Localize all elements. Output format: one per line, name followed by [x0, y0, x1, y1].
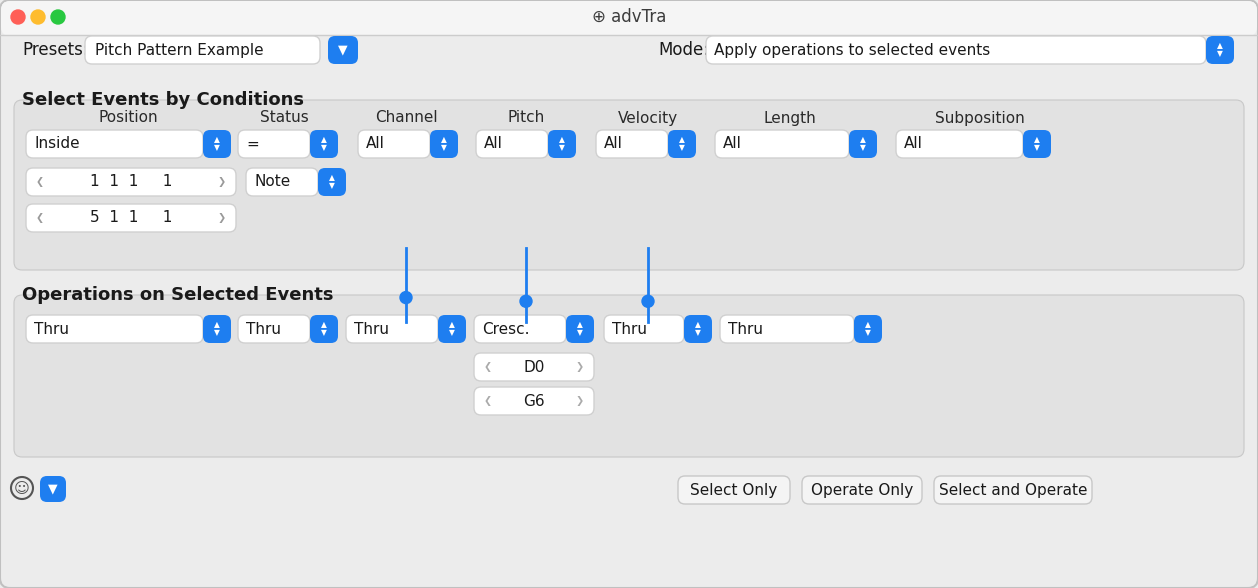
- Text: ▼: ▼: [442, 143, 447, 152]
- Text: ▲: ▲: [321, 135, 327, 145]
- Text: All: All: [366, 136, 385, 152]
- FancyBboxPatch shape: [548, 130, 576, 158]
- Text: Select and Operate: Select and Operate: [938, 483, 1087, 497]
- Text: ▲: ▲: [860, 135, 866, 145]
- Text: G6: G6: [523, 393, 545, 409]
- Text: ▼: ▼: [449, 329, 455, 338]
- Text: ▼: ▼: [860, 143, 866, 152]
- Text: Apply operations to selected events: Apply operations to selected events: [715, 42, 990, 58]
- Text: ▼: ▼: [48, 483, 58, 496]
- Text: ▼: ▼: [1034, 143, 1040, 152]
- FancyBboxPatch shape: [40, 476, 65, 502]
- Text: Select Only: Select Only: [691, 483, 777, 497]
- Text: ▲: ▲: [866, 320, 871, 329]
- Text: Mode:: Mode:: [658, 41, 710, 59]
- FancyBboxPatch shape: [430, 130, 458, 158]
- FancyBboxPatch shape: [896, 130, 1023, 158]
- FancyBboxPatch shape: [474, 315, 566, 343]
- Circle shape: [642, 295, 654, 308]
- FancyBboxPatch shape: [203, 315, 231, 343]
- Text: ▲: ▲: [442, 135, 447, 145]
- FancyBboxPatch shape: [720, 315, 854, 343]
- FancyBboxPatch shape: [26, 168, 237, 196]
- Text: ▲: ▲: [1216, 42, 1223, 51]
- Text: ❮: ❮: [484, 362, 492, 372]
- FancyBboxPatch shape: [849, 130, 877, 158]
- Text: Select Events by Conditions: Select Events by Conditions: [21, 91, 304, 109]
- FancyBboxPatch shape: [596, 130, 668, 158]
- Text: ▲: ▲: [577, 320, 582, 329]
- Text: =: =: [247, 136, 259, 152]
- Text: Thru: Thru: [34, 322, 69, 336]
- FancyBboxPatch shape: [678, 476, 790, 504]
- Text: ▲: ▲: [696, 320, 701, 329]
- FancyBboxPatch shape: [1023, 130, 1050, 158]
- Text: ▼: ▼: [577, 329, 582, 338]
- Text: ❮: ❮: [36, 177, 44, 187]
- Text: ⊕ advTra: ⊕ advTra: [591, 8, 667, 26]
- FancyBboxPatch shape: [1, 1, 1257, 36]
- Text: Thru: Thru: [728, 322, 764, 336]
- FancyBboxPatch shape: [309, 315, 338, 343]
- Text: Position: Position: [98, 111, 157, 125]
- Text: Thru: Thru: [247, 322, 281, 336]
- Text: ▲: ▲: [321, 320, 327, 329]
- Text: ❮: ❮: [36, 213, 44, 223]
- Text: ❯: ❯: [576, 396, 584, 406]
- FancyBboxPatch shape: [706, 36, 1206, 64]
- Text: Operate Only: Operate Only: [811, 483, 913, 497]
- Text: ▲: ▲: [559, 135, 565, 145]
- FancyBboxPatch shape: [346, 315, 438, 343]
- Text: Velocity: Velocity: [618, 111, 678, 125]
- FancyBboxPatch shape: [247, 168, 318, 196]
- FancyBboxPatch shape: [604, 315, 684, 343]
- Text: 1  1  1     1: 1 1 1 1: [89, 175, 172, 189]
- Text: ▼: ▼: [696, 329, 701, 338]
- FancyBboxPatch shape: [203, 130, 231, 158]
- Text: ▲: ▲: [679, 135, 684, 145]
- Text: ▼: ▼: [321, 329, 327, 338]
- Text: ▲: ▲: [1034, 135, 1040, 145]
- FancyBboxPatch shape: [238, 315, 309, 343]
- FancyBboxPatch shape: [26, 130, 203, 158]
- Text: ❮: ❮: [484, 396, 492, 406]
- Text: Thru: Thru: [353, 322, 389, 336]
- FancyBboxPatch shape: [86, 36, 320, 64]
- Text: Inside: Inside: [34, 136, 79, 152]
- Text: ▼: ▼: [214, 143, 220, 152]
- FancyBboxPatch shape: [476, 130, 548, 158]
- Text: ▲: ▲: [449, 320, 455, 329]
- Text: Cresc.: Cresc.: [482, 322, 530, 336]
- Text: 5  1  1     1: 5 1 1 1: [89, 211, 172, 226]
- Text: ❯: ❯: [576, 362, 584, 372]
- FancyBboxPatch shape: [1206, 36, 1234, 64]
- Text: All: All: [604, 136, 623, 152]
- Text: ▼: ▼: [321, 143, 327, 152]
- Text: Pitch Pattern Example: Pitch Pattern Example: [96, 42, 264, 58]
- FancyBboxPatch shape: [14, 100, 1244, 270]
- Text: ☺: ☺: [14, 480, 30, 496]
- Text: ▼: ▼: [338, 44, 347, 56]
- FancyBboxPatch shape: [854, 315, 882, 343]
- FancyBboxPatch shape: [474, 353, 594, 381]
- FancyBboxPatch shape: [238, 130, 309, 158]
- FancyBboxPatch shape: [26, 315, 203, 343]
- FancyBboxPatch shape: [566, 315, 594, 343]
- FancyBboxPatch shape: [14, 295, 1244, 457]
- FancyBboxPatch shape: [26, 204, 237, 232]
- Text: Presets:: Presets:: [21, 41, 88, 59]
- Text: Status: Status: [259, 111, 308, 125]
- FancyBboxPatch shape: [474, 387, 594, 415]
- Text: Thru: Thru: [611, 322, 647, 336]
- FancyBboxPatch shape: [668, 130, 696, 158]
- Text: D0: D0: [523, 359, 545, 375]
- FancyBboxPatch shape: [715, 130, 849, 158]
- Text: All: All: [905, 136, 923, 152]
- Text: Subposition: Subposition: [935, 111, 1025, 125]
- Text: ▲: ▲: [214, 135, 220, 145]
- Circle shape: [400, 292, 413, 303]
- Text: ▲: ▲: [330, 173, 335, 182]
- Text: Length: Length: [764, 111, 816, 125]
- Text: Note: Note: [254, 175, 291, 189]
